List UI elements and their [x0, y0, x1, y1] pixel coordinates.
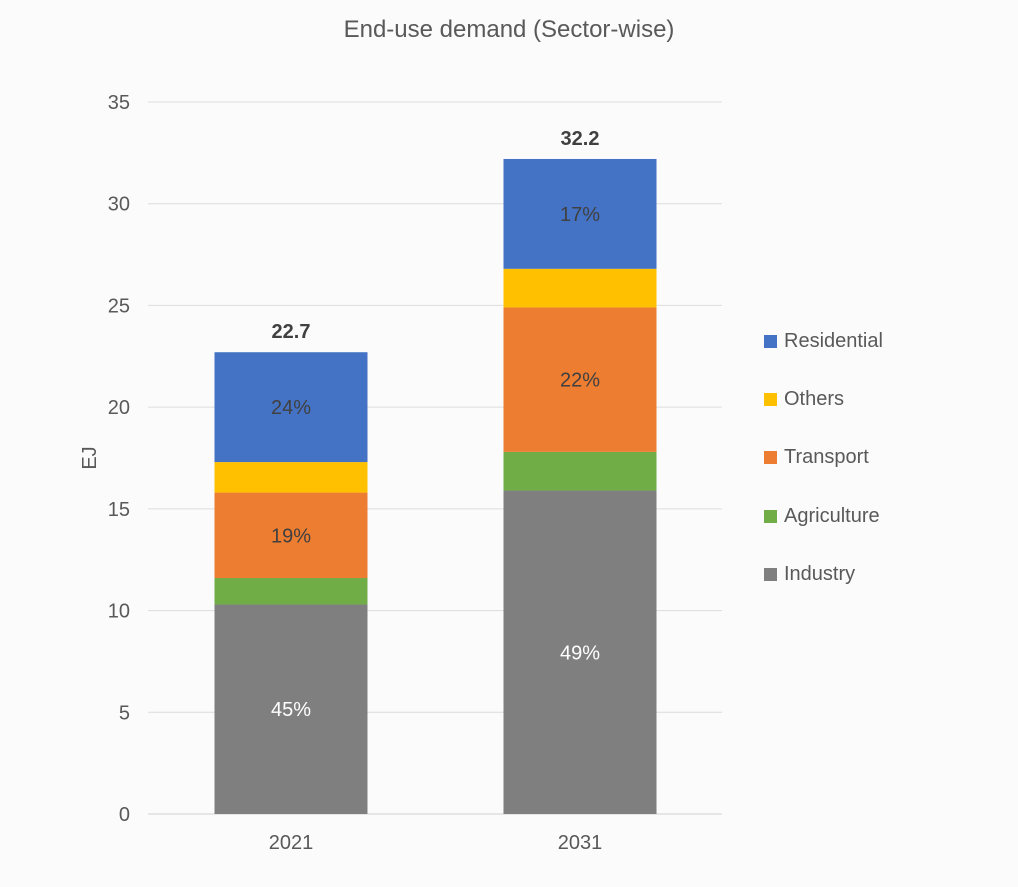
legend-swatch: [764, 334, 777, 348]
segment-data-label: 22%: [560, 370, 600, 392]
legend-label: Industry: [784, 562, 856, 585]
legend-item-transport: Transport: [764, 429, 1004, 487]
x-axis-labels: 2021 2031: [269, 832, 603, 854]
bar-segment-transport: [214, 492, 368, 579]
legend-label: Others: [784, 387, 845, 410]
bar-segment-agriculture: [503, 451, 657, 491]
y-tick-label: 10: [108, 601, 130, 623]
bar-segment-industry: [503, 490, 657, 814]
legend: Residential Others Transport Agriculture Ind…: [764, 312, 1004, 603]
bar-total-label: 22.7: [272, 321, 311, 343]
bars: 45% 19% 24% 22.7 49% 22% 17% 32.2: [214, 128, 657, 814]
x-tick-label: 2021: [269, 832, 314, 854]
y-tick-label: 20: [108, 397, 130, 419]
legend-item-others: Others: [764, 370, 1004, 428]
legend-swatch: [764, 392, 777, 406]
legend-label: Residential: [784, 329, 883, 352]
y-tick-label: 35: [108, 92, 130, 114]
legend-item-agriculture: Agriculture: [764, 487, 1004, 545]
segment-data-label: 49%: [560, 642, 600, 664]
bar-segment-residential: [503, 158, 657, 269]
segment-data-label: 45%: [271, 699, 311, 721]
bar-segment-others: [214, 462, 368, 493]
segment-data-label: 19%: [271, 525, 311, 547]
y-tick-label: 15: [108, 499, 130, 521]
segment-data-label: 24%: [271, 397, 311, 419]
legend-label: Agriculture: [784, 504, 880, 527]
y-axis-ticks: 0 5 10 15 20 25 30 35: [108, 92, 130, 826]
chart-title: End-use demand (Sector-wise): [343, 16, 675, 43]
legend-item-industry: Industry: [764, 545, 1004, 603]
legend-label: Transport: [784, 446, 869, 469]
y-axis-title: EJ: [79, 446, 101, 469]
bar-segment-transport: [503, 307, 657, 452]
legend-swatch: [764, 451, 777, 465]
y-tick-label: 25: [108, 295, 130, 317]
legend-item-residential: Residential: [764, 312, 1004, 370]
x-tick-label: 2031: [558, 832, 603, 854]
bar-total-label: 32.2: [561, 128, 600, 150]
legend-swatch: [764, 567, 777, 581]
bar-segment-agriculture: [214, 578, 368, 605]
bar-segment-industry: [214, 604, 368, 814]
y-tick-label: 5: [119, 702, 130, 724]
segment-data-label: 17%: [560, 204, 600, 226]
y-tick-label: 0: [119, 804, 130, 826]
bar-segment-residential: [214, 352, 368, 463]
y-tick-label: 30: [108, 194, 130, 216]
bar-segment-others: [503, 268, 657, 308]
legend-swatch: [764, 509, 777, 523]
